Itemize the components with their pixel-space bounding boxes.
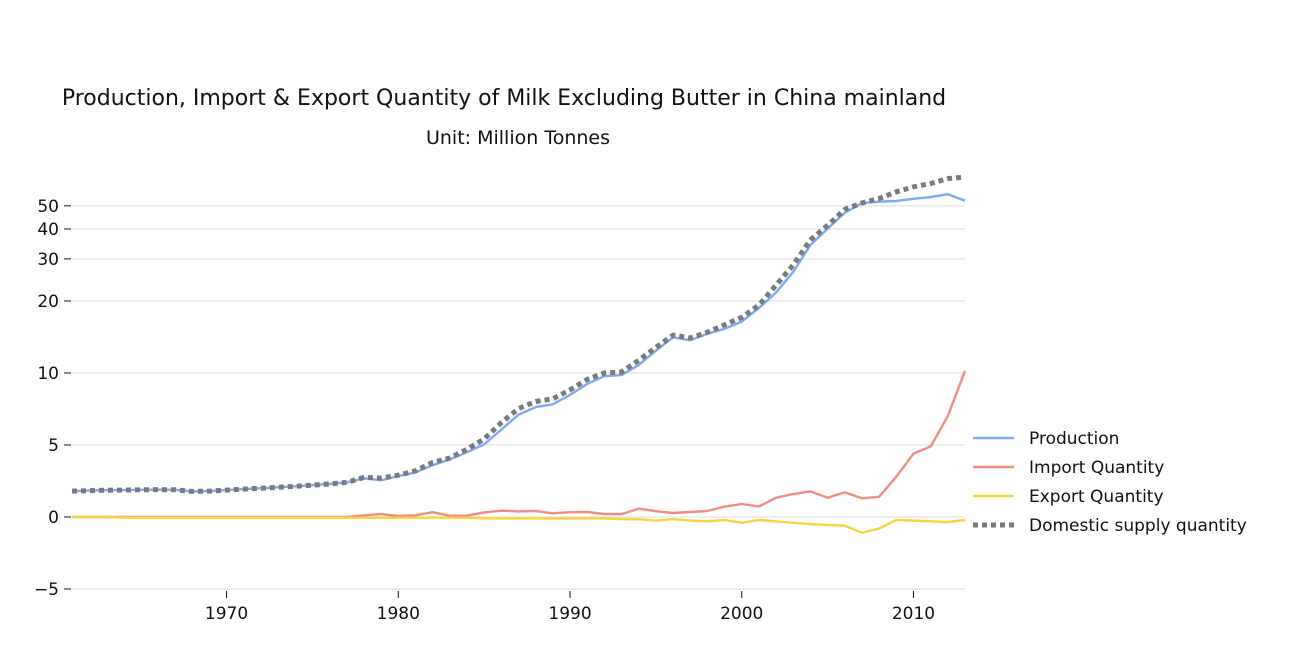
y-tick-label: 20 xyxy=(37,292,59,312)
series-lines xyxy=(71,174,967,534)
y-tick-label: 40 xyxy=(37,220,59,240)
x-tick-label: 1990 xyxy=(548,604,591,624)
chart-title: Production, Import & Export Quantity of … xyxy=(62,86,946,111)
x-tick-label: 1970 xyxy=(205,604,248,624)
y-tick-label: 30 xyxy=(37,250,59,270)
legend-label: Import Quantity xyxy=(1029,458,1164,478)
legend: Production Import Quantity Export Quantity… xyxy=(973,429,1247,536)
y-tick-label: 0 xyxy=(48,508,59,528)
legend-label: Production xyxy=(1029,429,1119,449)
x-axis-ticks: 1970 1980 1990 2000 2010 xyxy=(205,591,935,624)
y-tick-label: −5 xyxy=(34,580,59,600)
gridlines xyxy=(72,205,965,590)
y-tick-label: 5 xyxy=(48,436,59,456)
y-tick-label: 10 xyxy=(37,364,59,384)
series-line-domestic-supply-quantity xyxy=(71,174,966,494)
y-tick-label: 50 xyxy=(37,197,59,217)
series-line-export-quantity xyxy=(72,515,966,534)
legend-label: Export Quantity xyxy=(1029,487,1164,507)
series-line-production xyxy=(71,192,966,493)
y-axis-ticks: −5 0 5 10 20 30 40 50 xyxy=(34,197,71,600)
chart-subtitle: Unit: Million Tonnes xyxy=(426,127,610,149)
legend-label: Domestic supply quantity xyxy=(1029,516,1247,536)
series-line-import-quantity xyxy=(72,370,967,519)
x-tick-label: 2010 xyxy=(892,604,935,624)
x-tick-label: 1980 xyxy=(377,604,420,624)
x-tick-label: 2000 xyxy=(720,604,763,624)
